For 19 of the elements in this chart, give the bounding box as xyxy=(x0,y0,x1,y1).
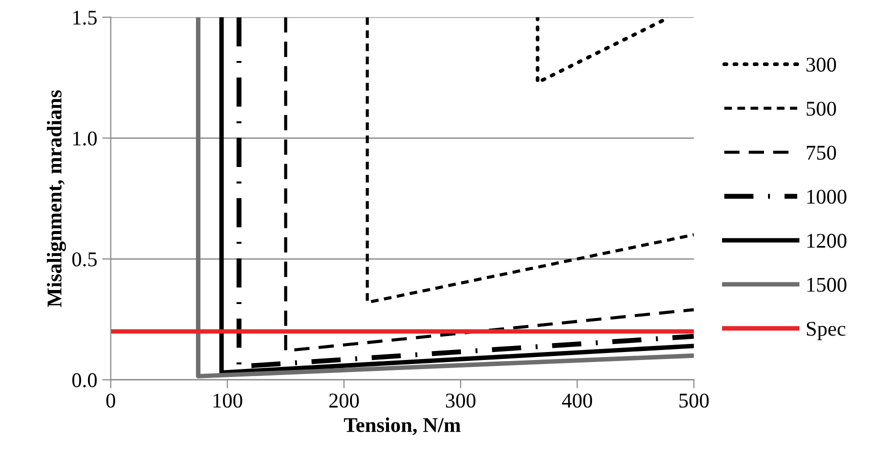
x-tick-label: 0 xyxy=(106,394,116,408)
x-tick-label: 100 xyxy=(214,394,242,408)
legend-label: 300 xyxy=(806,58,836,72)
y-tick-label: 1.5 xyxy=(73,10,97,25)
legend-label: Spec xyxy=(806,322,846,340)
x-tick-label: 200 xyxy=(329,394,359,408)
x-tick-label: 500 xyxy=(679,394,709,408)
legend-label: 1200 xyxy=(807,234,846,248)
legend-label: 750 xyxy=(806,146,836,160)
y-tick-label: 0.0 xyxy=(72,373,97,388)
y-tick-label: 0.5 xyxy=(72,252,97,266)
y-axis-title: Misalignment, mradians xyxy=(46,90,66,307)
legend-label: 1000 xyxy=(807,190,846,204)
x-tick-label: 300 xyxy=(446,394,476,408)
x-tick-label: 400 xyxy=(562,394,592,408)
x-axis-title: Tension, N/m xyxy=(344,417,461,436)
y-tick-label: 1.0 xyxy=(73,131,97,146)
legend-label: 1500 xyxy=(807,278,846,292)
legend-label: 500 xyxy=(806,102,836,116)
